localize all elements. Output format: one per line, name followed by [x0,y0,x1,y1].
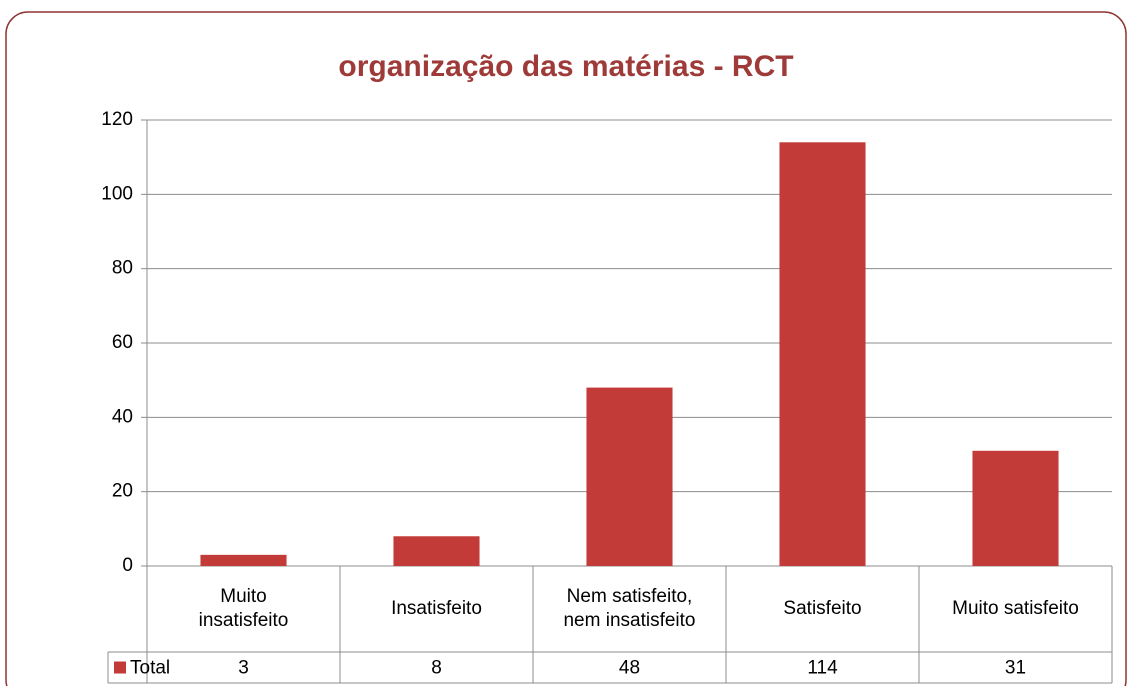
table-value: 114 [807,658,838,679]
legend-label: Total [130,658,170,679]
x-tick-label: Nem satisfeito, nem insatisfeito [533,566,726,652]
category-text: Insatisfeito [391,598,482,619]
category-text: Nem satisfeito, nem insatisfeito [563,586,696,631]
x-tick-label: Muito satisfeito [919,566,1112,652]
bar [779,142,866,567]
legend-key [114,661,126,674]
bar [972,450,1059,566]
bar [586,387,673,566]
y-tick-label: 80 [112,258,133,279]
table-value: 31 [1005,658,1026,679]
y-tick-label: 0 [122,555,133,576]
bar [200,554,287,566]
category-text: Muito satisfeito [952,598,1079,619]
category-text: Muito insatisfeito [198,586,289,631]
table-value: 3 [238,658,249,679]
x-tick-label: Satisfeito [726,566,919,652]
y-tick-label: 20 [112,481,133,502]
category-text: Satisfeito [783,598,862,619]
y-tick-label: 120 [101,109,133,130]
y-tick-label: 60 [112,332,133,353]
chart-title: organização das matérias - RCT [338,50,793,83]
y-tick-label: 40 [112,406,133,427]
y-tick-label: 100 [101,183,133,204]
table-value: 8 [431,658,442,679]
x-tick-label: Insatisfeito [340,566,533,652]
bar [393,536,480,566]
table-value: 48 [619,658,640,679]
x-tick-label: Muito insatisfeito [147,566,340,652]
